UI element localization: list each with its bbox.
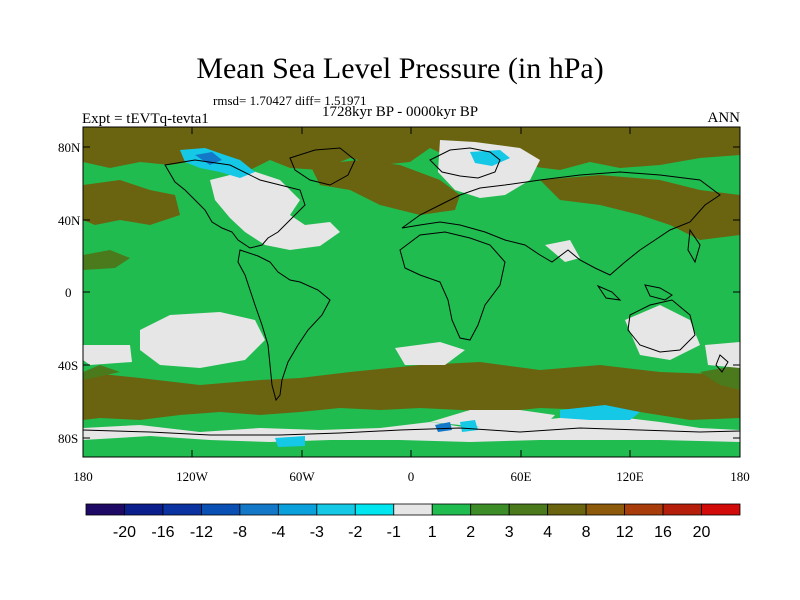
colorbar-label: 4 xyxy=(543,524,552,541)
colorbar-label: 12 xyxy=(616,524,634,541)
lat-label: 0 xyxy=(65,285,72,300)
colorbar-label: 20 xyxy=(693,524,711,541)
experiment-text: Expt = tEVTq-tevta1 xyxy=(82,111,209,127)
south-atlantic-neutral-region xyxy=(395,342,465,365)
southern-ocean-high-region xyxy=(83,362,740,420)
colorbar-swatch xyxy=(85,503,125,516)
colorbar-swatch xyxy=(701,503,741,516)
north-america-neutral-region xyxy=(210,170,340,250)
antarctic-west-low xyxy=(275,436,305,447)
north-atlantic-high-region xyxy=(310,160,460,215)
coastlines xyxy=(83,147,740,436)
east-pacific-neutral-region xyxy=(705,342,740,368)
south-asia-neutral-region xyxy=(545,240,580,262)
colorbar-label: -4 xyxy=(271,524,285,541)
tropical-pacific-region xyxy=(83,250,130,270)
colorbar-swatch xyxy=(431,503,472,516)
south-indian-edge xyxy=(700,365,740,390)
colorbar-swatch xyxy=(316,503,356,516)
map-title: Mean Sea Level Pressure (in hPa) xyxy=(196,52,604,85)
antarctic-small-low xyxy=(435,422,452,432)
south-pacific-neutral-region xyxy=(140,312,265,368)
south-pacific-edge xyxy=(83,365,120,380)
colorbar-swatch xyxy=(585,503,625,516)
colorbar-swatch xyxy=(124,503,164,516)
lat-label: 80S xyxy=(58,431,78,446)
colorbar-label: 2 xyxy=(466,524,475,541)
north-asia-high-region xyxy=(540,175,740,240)
colorbar-swatch xyxy=(239,503,279,516)
colorbar-swatch xyxy=(277,503,318,516)
lat-axis: 80N 40N 0 40S 80S xyxy=(58,140,740,446)
colorbar-label: 1 xyxy=(428,524,437,541)
lon-label: 180 xyxy=(730,469,750,484)
lon-label: 0 xyxy=(408,469,415,484)
colorbar-swatch xyxy=(508,503,549,516)
lon-axis: 180 120W 60W 0 60E 120E 180 xyxy=(73,127,750,484)
antarctic-interior-region xyxy=(83,436,740,457)
arctic-high-region xyxy=(83,127,740,170)
colorbar-swatch xyxy=(201,503,241,516)
colorbar-label: -1 xyxy=(387,524,401,541)
colorbar: -20 -16 -12 -8 -4 -3 -2 -1 1 2 3 4 8 12 16 20 xyxy=(85,503,741,541)
colorbar-label: 3 xyxy=(505,524,514,541)
colorbar-label: 8 xyxy=(582,524,591,541)
colorbar-swatch xyxy=(162,503,202,516)
antarctic-small-low-2 xyxy=(460,420,478,432)
lon-label: 120E xyxy=(616,469,644,484)
lon-label: 120W xyxy=(176,469,209,484)
canadian-arctic-low-core xyxy=(195,152,222,165)
colorbar-label: -12 xyxy=(190,524,213,541)
season-text: ANN xyxy=(707,110,741,126)
colorbar-swatch xyxy=(662,503,702,516)
north-pacific-high-region xyxy=(83,180,180,225)
period-text: 1728kyr BP - 0000kyr BP xyxy=(322,104,479,120)
colorbar-swatch xyxy=(470,503,510,516)
lon-label: 180 xyxy=(73,469,93,484)
west-pacific-neutral-region xyxy=(83,345,132,365)
antarctic-east-low xyxy=(560,405,640,420)
colorbar-label: -16 xyxy=(151,524,174,541)
colorbar-label: -20 xyxy=(113,524,136,541)
colorbar-label: -3 xyxy=(310,524,324,541)
map-field xyxy=(83,127,740,457)
lon-label: 60E xyxy=(511,469,532,484)
colorbar-label: -2 xyxy=(348,524,362,541)
lon-label: 60W xyxy=(289,469,315,484)
lat-label: 40N xyxy=(58,213,81,228)
colorbar-label: 16 xyxy=(654,524,672,541)
lat-label: 80N xyxy=(58,140,81,155)
colorbar-swatch xyxy=(624,503,664,516)
stats-text: rmsd= 1.70427 diff= 1.51971 xyxy=(213,93,367,108)
colorbar-swatch xyxy=(393,503,433,516)
colorbar-swatch xyxy=(547,503,587,516)
lat-label: 40S xyxy=(58,358,78,373)
colorbar-swatch xyxy=(354,503,395,516)
scandinavia-low xyxy=(470,150,510,166)
colorbar-label: -8 xyxy=(233,524,247,541)
